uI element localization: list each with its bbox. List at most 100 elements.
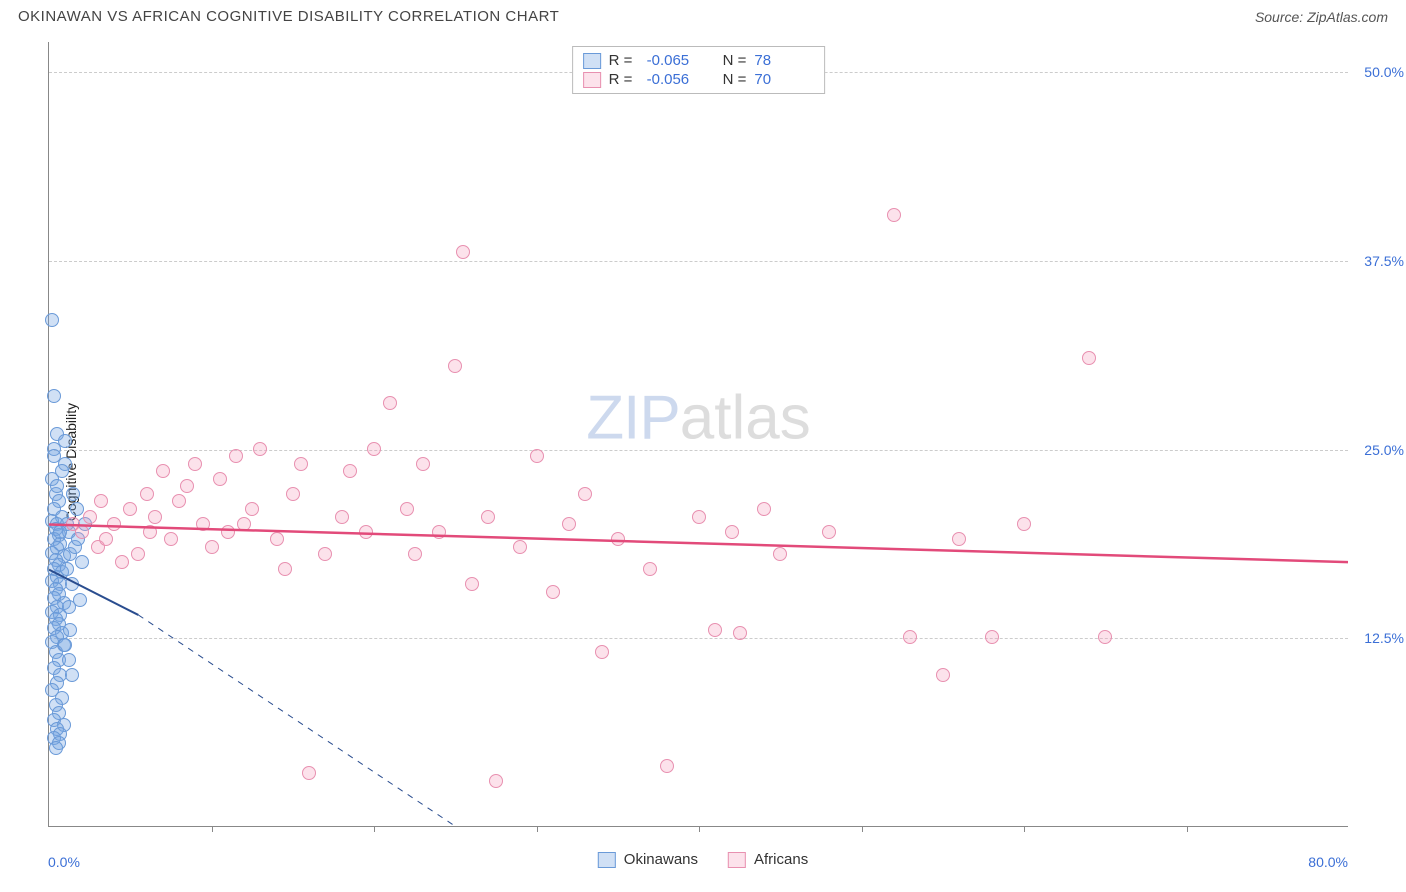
x-axis-min-label: 0.0%: [48, 854, 80, 870]
data-point: [278, 562, 292, 576]
data-point: [180, 479, 194, 493]
data-point: [143, 525, 157, 539]
data-point: [343, 464, 357, 478]
x-tick: [1024, 826, 1025, 832]
data-point: [887, 208, 901, 222]
gridline: [49, 638, 1348, 639]
data-point: [65, 668, 79, 682]
data-point: [213, 472, 227, 486]
data-point: [1098, 630, 1112, 644]
data-point: [45, 313, 59, 327]
data-point: [416, 457, 430, 471]
data-point: [53, 525, 67, 539]
data-point: [757, 502, 771, 516]
legend-item: Okinawans: [598, 851, 698, 868]
x-axis-max-label: 80.0%: [1308, 854, 1348, 870]
data-point: [65, 577, 79, 591]
data-point: [196, 517, 210, 531]
data-point: [725, 525, 739, 539]
data-point: [936, 668, 950, 682]
gridline: [49, 450, 1348, 451]
legend-r-value: -0.065: [647, 52, 707, 69]
data-point: [156, 464, 170, 478]
plot-area: ZIPatlas R =-0.065N =78R =-0.056N =70 12…: [48, 42, 1348, 827]
data-point: [83, 510, 97, 524]
data-point: [985, 630, 999, 644]
data-point: [302, 766, 316, 780]
data-point: [335, 510, 349, 524]
data-point: [660, 759, 674, 773]
data-point: [733, 626, 747, 640]
data-point: [595, 645, 609, 659]
data-point: [49, 741, 63, 755]
data-point: [63, 623, 77, 637]
legend-n-value: 70: [754, 71, 814, 88]
data-point: [50, 479, 64, 493]
data-point: [172, 494, 186, 508]
data-point: [148, 510, 162, 524]
data-point: [107, 517, 121, 531]
data-point: [456, 245, 470, 259]
legend-bottom: Okinawans Africans: [598, 851, 808, 868]
data-point: [1017, 517, 1031, 531]
data-point: [546, 585, 560, 599]
data-point: [408, 547, 422, 561]
x-tick: [374, 826, 375, 832]
source-label: Source: ZipAtlas.com: [1255, 9, 1388, 25]
data-point: [294, 457, 308, 471]
data-point: [643, 562, 657, 576]
y-tick-label: 25.0%: [1364, 442, 1404, 458]
data-point: [367, 442, 381, 456]
data-point: [237, 517, 251, 531]
x-tick: [212, 826, 213, 832]
data-point: [60, 562, 74, 576]
data-point: [75, 555, 89, 569]
data-point: [123, 502, 137, 516]
x-tick: [537, 826, 538, 832]
data-point: [62, 653, 76, 667]
data-point: [692, 510, 706, 524]
data-point: [221, 525, 235, 539]
data-point: [773, 547, 787, 561]
legend-swatch: [728, 852, 746, 868]
legend-r-label: R =: [609, 52, 639, 69]
trendline-extension: [138, 615, 455, 826]
data-point: [359, 525, 373, 539]
data-point: [131, 547, 145, 561]
legend-swatch: [583, 53, 601, 69]
legend-n-value: 78: [754, 52, 814, 69]
legend-series-name: Africans: [754, 851, 808, 868]
legend-stat-row: R =-0.056N =70: [583, 70, 815, 89]
data-point: [75, 525, 89, 539]
data-point: [55, 464, 69, 478]
data-point: [115, 555, 129, 569]
data-point: [513, 540, 527, 554]
legend-n-label: N =: [723, 71, 747, 88]
chart-container: Cognitive Disability ZIPatlas R =-0.065N…: [18, 42, 1388, 882]
data-point: [708, 623, 722, 637]
data-point: [47, 449, 61, 463]
data-point: [286, 487, 300, 501]
data-point: [611, 532, 625, 546]
data-point: [822, 525, 836, 539]
data-point: [465, 577, 479, 591]
legend-series-name: Okinawans: [624, 851, 698, 868]
data-point: [903, 630, 917, 644]
legend-item: Africans: [728, 851, 808, 868]
y-tick-label: 12.5%: [1364, 630, 1404, 646]
watermark-atlas: atlas: [680, 384, 811, 453]
data-point: [73, 593, 87, 607]
data-point: [140, 487, 154, 501]
data-point: [70, 502, 84, 516]
data-point: [229, 449, 243, 463]
data-point: [383, 396, 397, 410]
y-tick-label: 37.5%: [1364, 253, 1404, 269]
data-point: [530, 449, 544, 463]
trendlines-svg: [49, 42, 1348, 826]
data-point: [47, 389, 61, 403]
x-tick: [862, 826, 863, 832]
data-point: [481, 510, 495, 524]
data-point: [94, 494, 108, 508]
data-point: [489, 774, 503, 788]
legend-stat-row: R =-0.065N =78: [583, 51, 815, 70]
